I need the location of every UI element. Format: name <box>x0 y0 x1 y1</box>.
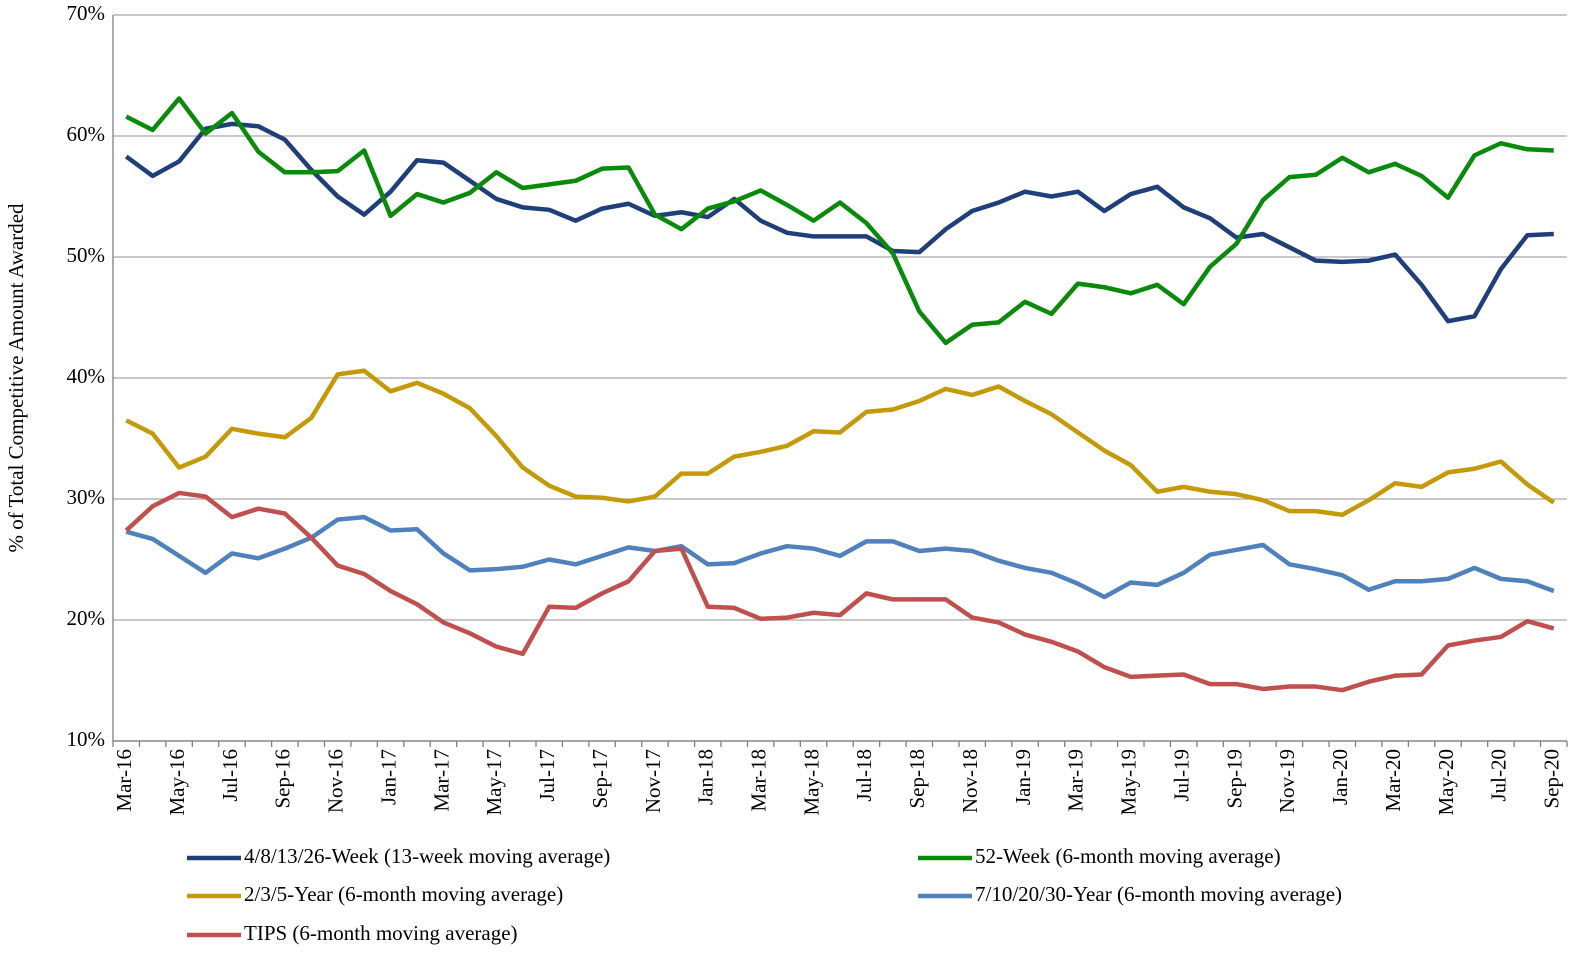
y-tick-label: 50% <box>67 243 106 267</box>
y-tick-label: 20% <box>67 606 106 630</box>
series-line <box>125 514 1555 600</box>
x-tick-label: Jul-19 <box>1169 749 1193 802</box>
series-line <box>124 490 1555 693</box>
x-tick-label: May-20 <box>1434 749 1458 816</box>
x-tick-label: Mar-16 <box>112 749 136 812</box>
x-tick-label: Jan-18 <box>694 749 718 805</box>
y-tick-label: 10% <box>67 727 106 751</box>
x-tick-label: Nov-17 <box>641 749 665 813</box>
x-tick-label: Jul-17 <box>535 749 559 802</box>
x-tick-label: May-18 <box>799 749 823 816</box>
legend-label: 7/10/20/30-Year (6-month moving average) <box>975 882 1342 906</box>
x-tick-label: Mar-19 <box>1064 749 1088 812</box>
x-tick-label: May-17 <box>482 749 506 816</box>
y-tick-label: 30% <box>67 485 106 509</box>
x-tick-label: Sep-19 <box>1222 749 1246 809</box>
x-tick-label: Sep-17 <box>588 749 612 809</box>
y-tick-label: 70% <box>67 1 106 25</box>
series-line <box>125 96 1554 346</box>
legend-label: 2/3/5-Year (6-month moving average) <box>244 882 563 906</box>
y-axis-label: % of Total Competitive Amount Awarded <box>4 203 28 553</box>
x-tick-label: Jul-20 <box>1487 749 1511 802</box>
x-tick-label: Sep-16 <box>271 749 295 809</box>
x-tick-label: Jan-17 <box>376 749 400 805</box>
x-tick-label: Mar-17 <box>429 749 453 812</box>
x-tick-label: Nov-19 <box>1275 749 1299 813</box>
x-tick-label: May-19 <box>1117 749 1141 816</box>
x-tick-label: Jan-20 <box>1328 749 1352 805</box>
legend-label: 4/8/13/26-Week (13-week moving average) <box>244 844 610 868</box>
x-tick-label: Jul-18 <box>852 749 876 802</box>
series-line <box>124 121 1554 324</box>
x-tick-label: Sep-20 <box>1540 749 1564 809</box>
x-tick-label: Mar-18 <box>747 749 771 812</box>
x-tick-label: Jan-19 <box>1011 749 1035 805</box>
x-tick-label: Jul-16 <box>218 749 242 802</box>
x-tick-label: Nov-18 <box>958 749 982 813</box>
series-line <box>125 368 1556 517</box>
legend-label: TIPS (6-month moving average) <box>244 921 518 945</box>
y-tick-label: 40% <box>67 364 106 388</box>
x-tick-label: May-16 <box>165 749 189 816</box>
legend-label: 52-Week (6-month moving average) <box>975 844 1281 868</box>
x-tick-label: Mar-20 <box>1381 749 1405 812</box>
x-tick-label: Sep-18 <box>905 749 929 809</box>
y-tick-label: 60% <box>67 122 106 146</box>
x-tick-label: Nov-16 <box>324 749 348 813</box>
